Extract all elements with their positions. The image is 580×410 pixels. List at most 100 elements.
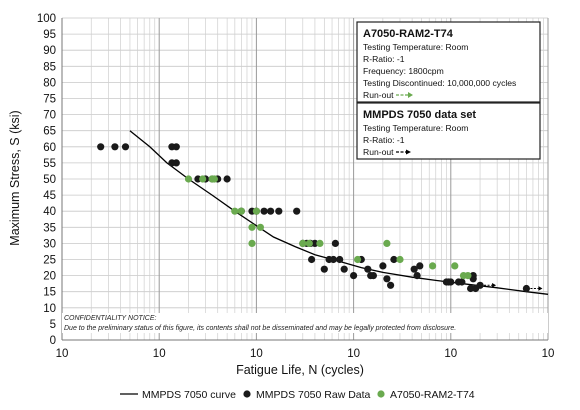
y-tick-label: 35 [43,222,56,234]
y-tick-label: 55 [43,158,56,170]
data-point-green [199,175,207,183]
y-axis-title: Maximum Stress, S (ksi) [8,110,22,245]
x-tick-label: 10 [542,348,555,360]
data-point-black [97,143,105,151]
legend-item: MMPDS 7050 Raw Data [243,389,371,401]
runout-marker [484,282,497,288]
data-point-green [429,262,437,270]
annotation-box-a7050-title: A7050-RAM2-T74 [363,28,454,40]
annotation-box-mmpds-line: Testing Temperature: Room [363,123,468,133]
data-point-green [231,207,239,215]
x-tick-label: 10 [153,348,166,360]
data-point-black [387,281,395,289]
legend: MMPDS 7050 curve MMPDS 7050 Raw Data A70… [120,389,475,401]
legend-label: MMPDS 7050 Raw Data [256,389,371,401]
x-tick-label: 10 [250,348,263,360]
x-tick-label: 10 [444,348,457,360]
annotation-box-a7050-line: Testing Discontinued: 10,000,000 cycles [363,78,516,88]
annotation-box-a7050-line: R-Ratio: -1 [363,54,405,64]
y-tick-label: 85 [43,61,56,73]
data-point-green [252,207,260,215]
data-point-black [458,278,466,286]
data-point-black [293,207,301,215]
y-tick-label: 75 [43,94,56,106]
data-point-black [416,262,424,270]
y-tick-label: 15 [43,287,56,299]
data-point-green [451,262,459,270]
data-point-black [223,175,231,183]
data-point-black [121,143,130,151]
runout-arrow-black [396,149,411,155]
x-axis-title: Fatigue Life, N (cycles) [236,363,364,377]
data-point-black [410,265,418,273]
confidentiality-notice-background [62,313,548,333]
data-point-black [320,265,328,273]
data-point-green [396,255,404,264]
data-point-black [369,272,377,280]
y-tick-label: 0 [50,335,56,347]
legend-marker-black [243,390,251,398]
data-point-black [413,272,421,280]
annotation-box-mmpds: MMPDS 7050 data set Testing Temperature:… [356,102,541,160]
data-point-green [248,223,256,231]
y-tick-label: 60 [43,142,56,154]
confidentiality-notice: CONFIDENTIALITY NOTICE: Due to the preli… [62,313,548,333]
x-tick-label: 10 [347,348,360,360]
data-point-green [464,272,472,280]
annotation-box-mmpds-runout-label: Run-out [363,147,394,157]
data-point-black [340,265,348,273]
y-tick-label: 100 [37,13,56,25]
data-point-black [390,255,398,264]
annotation-box-a7050-frame [356,21,541,103]
data-point-black [336,255,344,264]
data-point-green [184,175,193,183]
x-tick-label: 10 [56,348,69,360]
data-point-green [256,223,264,231]
data-point-black [522,284,531,293]
y-tick-label: 65 [43,126,56,138]
data-point-green [354,255,362,264]
legend-label: MMPDS 7050 curve [142,389,236,401]
y-tick-label: 80 [43,77,56,89]
data-point-green [210,175,218,183]
data-point-black [172,143,180,151]
y-tick-label: 90 [43,45,56,57]
y-tick-label: 70 [43,110,56,122]
data-point-black [308,255,316,264]
data-point-black [275,207,283,215]
annotation-box-a7050-line: Frequency: 1800cpm [363,66,444,76]
y-tick-label: 50 [43,174,56,186]
data-point-black [311,239,319,247]
data-point-green [299,239,307,247]
legend-label: A7050-RAM2-T74 [390,389,475,401]
annotation-box-mmpds-frame [356,102,541,160]
data-point-green [237,207,245,215]
annotation-box-a7050-line: Testing Temperature: Room [363,42,468,52]
legend-item: A7050-RAM2-T74 [377,389,475,401]
legend-marker-green [377,390,385,398]
runout-marker-head [538,286,543,291]
data-point-black [331,239,339,247]
confidentiality-text: Due to the preliminary status of this fi… [64,325,456,332]
data-point-black [350,272,358,280]
annotation-box-mmpds-line: R-Ratio: -1 [363,135,405,145]
data-point-black [329,255,337,264]
data-point-black [476,281,484,289]
axes: 0 5 10 15 20 25 30 35 40 45 50 55 60 65 70 75 80 85 90 95 10… [37,13,555,360]
annotation-box-a7050: A7050-RAM2-T74 Testing Temperature: Room… [356,21,541,103]
y-tick-label: 30 [43,238,56,250]
data-point-green [248,239,256,247]
confidentiality-heading: CONFIDENTIALITY NOTICE: [64,315,156,322]
data-point-black [467,284,475,293]
data-point-black [267,207,275,215]
annotation-box-a7050-runout-label: Run-out [363,90,394,100]
runout-arrow-green [396,92,413,98]
data-point-black [379,262,387,270]
data-point-black [469,272,477,280]
y-tick-label: 20 [43,271,56,283]
data-point-green [383,239,391,247]
y-tick-label: 10 [43,303,56,315]
legend-item: MMPDS 7050 curve [120,389,236,401]
